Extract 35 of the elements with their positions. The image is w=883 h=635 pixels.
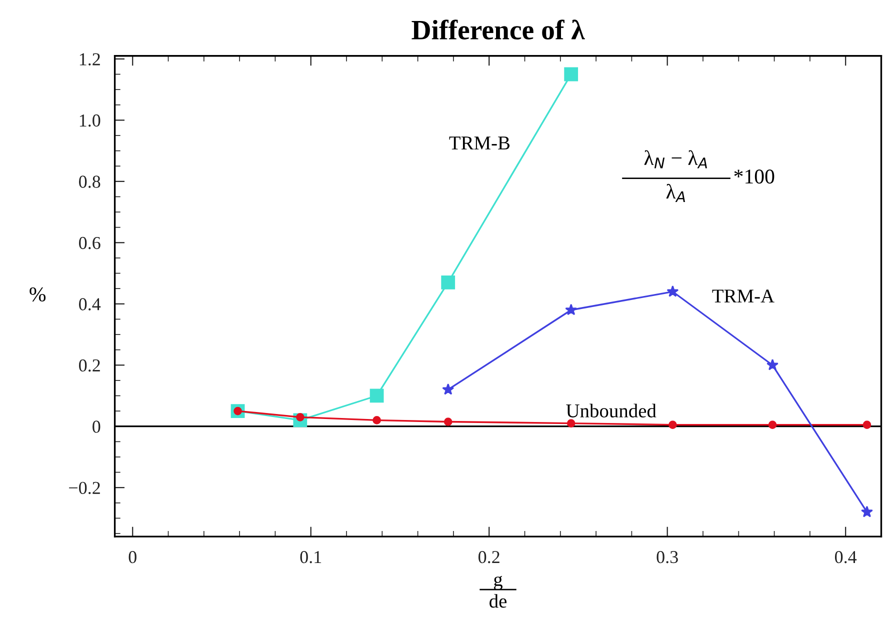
annotation: λ$_{N}$ − λ$_{A}$: [644, 150, 707, 168]
point: [441, 276, 456, 290]
point: [566, 419, 576, 428]
y-tick-label: 0.8: [79, 176, 100, 188]
point: [668, 420, 677, 429]
point: [862, 420, 872, 429]
y-tick-label: 0.6: [79, 236, 100, 250]
series-label: TRM-B: [449, 136, 510, 150]
point: [565, 304, 578, 316]
x-tick-label: 0: [128, 550, 136, 564]
chart-title: Difference of λ: [412, 20, 585, 40]
point: [564, 67, 578, 82]
point: [372, 416, 381, 424]
y-tick-label: 0: [92, 420, 100, 433]
series-label: TRM-A: [712, 290, 774, 302]
point: [768, 420, 777, 429]
point: [766, 358, 778, 370]
series-label: Unbounded: [566, 404, 656, 418]
y-tick-label: 1.0: [80, 114, 100, 127]
point: [444, 418, 452, 426]
x-tick-label: 0.2: [478, 550, 500, 564]
x-tick-label: 0.3: [656, 550, 678, 564]
x-tick-label: 0.4: [834, 550, 857, 564]
annotation: *100: [734, 170, 774, 184]
point: [370, 388, 384, 403]
annotation: λ$_{A}$: [666, 184, 686, 202]
y-axis-title: %: [30, 287, 46, 302]
point: [666, 285, 679, 297]
y-tick-label: −0.2: [69, 482, 100, 494]
y-tick-label: 0.2: [79, 359, 100, 372]
y-tick-label: 0.4: [79, 298, 101, 310]
x-tick-label: 0.1: [300, 550, 322, 564]
y-tick-label: 1.2: [80, 53, 100, 66]
point: [442, 383, 454, 395]
point: [860, 506, 873, 518]
